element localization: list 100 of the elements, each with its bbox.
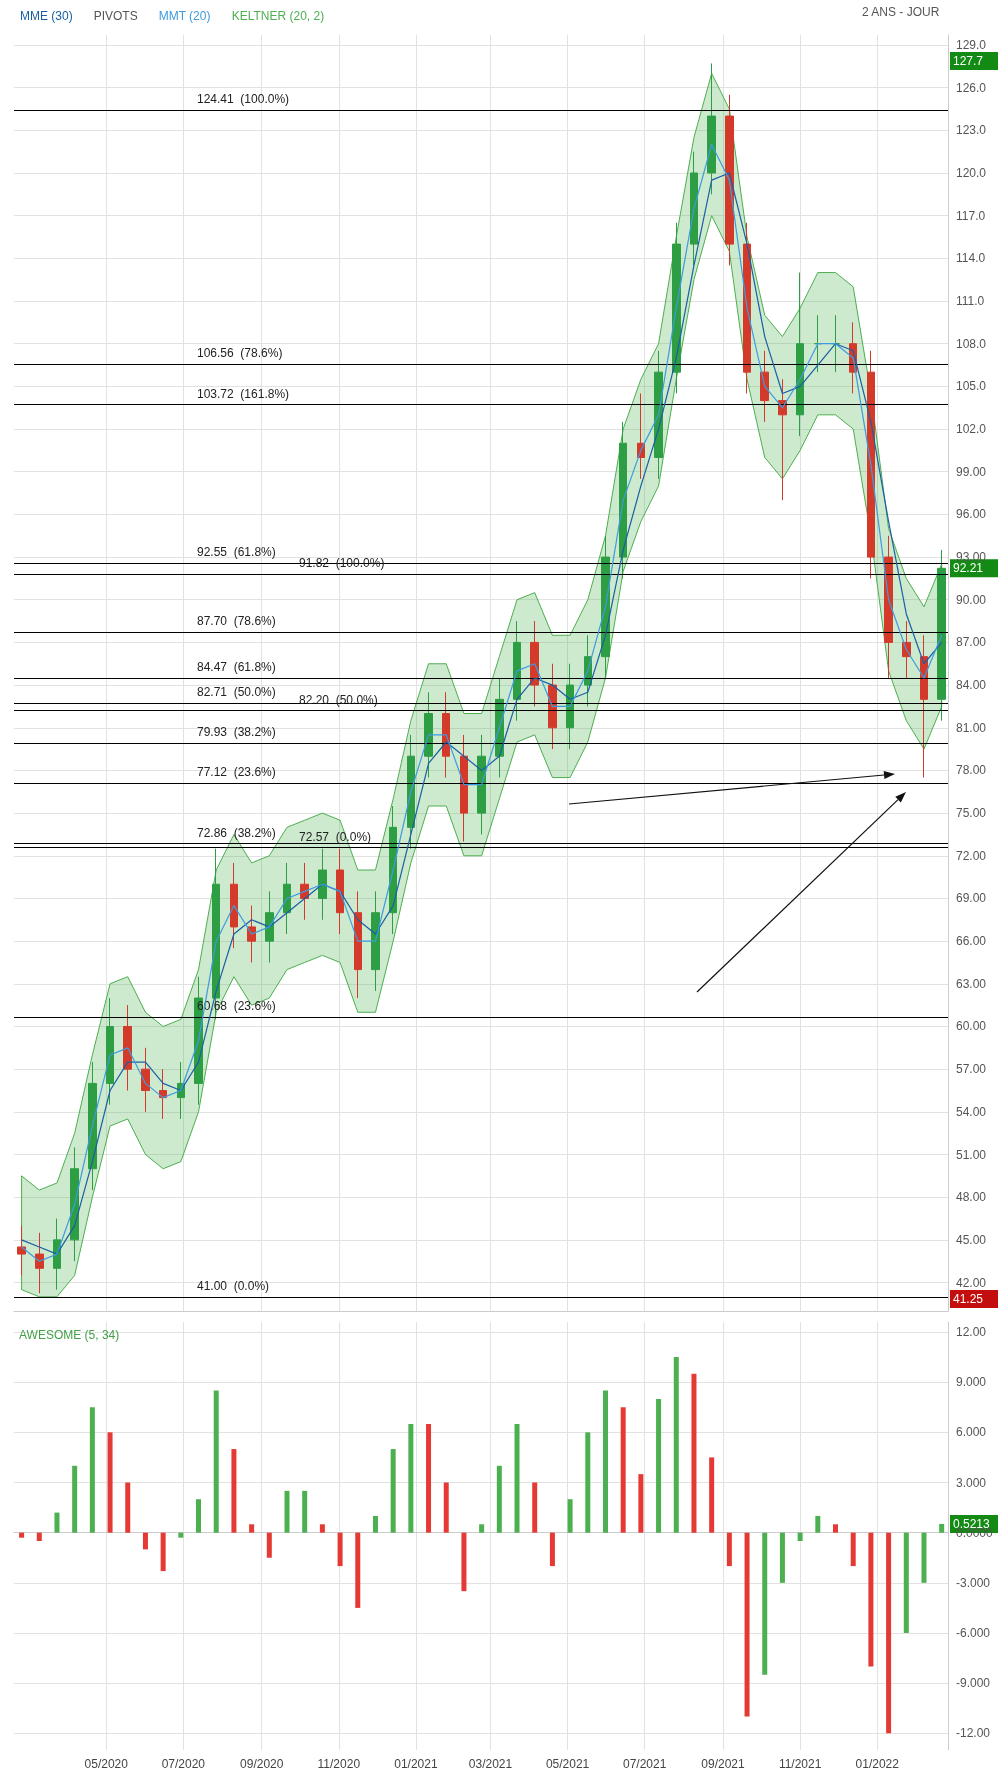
y-tick-label: 57.00	[956, 1062, 987, 1077]
x-tick-label: 09/2021	[701, 1757, 746, 1771]
y-tick-label: 120.0	[956, 165, 987, 180]
text: PIVOTS	[93, 9, 138, 23]
y-tick-label: 96.00	[956, 507, 987, 522]
bar	[72, 1465, 78, 1533]
candlestick	[141, 1047, 150, 1113]
bar	[514, 1423, 520, 1533]
x-tick-label: 11/2021	[778, 1757, 822, 1771]
bar	[779, 1532, 785, 1583]
text: AWESOME (5, 34)	[19, 1328, 120, 1342]
candlestick	[513, 620, 521, 722]
candlestick	[778, 378, 787, 501]
bar	[266, 1532, 272, 1558]
text: 2 ANS - JOUR	[861, 5, 940, 19]
bar	[284, 1490, 290, 1533]
x-tick-label: 05/2021	[545, 1757, 590, 1771]
candlestick	[336, 848, 344, 935]
bar	[585, 1432, 591, 1533]
candlestick	[17, 1225, 26, 1276]
candlestick	[159, 1068, 167, 1120]
candlestick	[796, 272, 804, 437]
annotation: 92.21	[953, 561, 984, 576]
y-tick-label: 102.0	[956, 422, 987, 437]
text: MME (30)	[20, 9, 73, 23]
bar	[461, 1532, 467, 1592]
ref-line-label: 41.00 (0.0%)	[197, 1278, 270, 1293]
y-tick-label: 66.00	[956, 934, 987, 949]
candlestick	[530, 620, 539, 707]
y-tick-label: 51.00	[956, 1147, 987, 1162]
bar	[231, 1449, 237, 1533]
y-tick-label: 84.00	[956, 678, 987, 693]
y-tick-label: 42.00	[956, 1275, 987, 1290]
x-tick-label: 07/2020	[161, 1757, 206, 1771]
y-tick-label: 72.00	[956, 848, 987, 863]
ref-line-label: 72.57 (0.0%)	[299, 829, 372, 844]
candlestick	[354, 890, 362, 999]
y-tick-label: 12.00	[956, 1325, 987, 1340]
y-tick-label: 48.00	[956, 1190, 987, 1205]
y-tick-label: 90.00	[956, 592, 987, 607]
x-tick-label: 09/2020	[240, 1757, 284, 1771]
candlestick	[265, 890, 274, 963]
bar	[797, 1532, 803, 1542]
x-tick-label: 03/2021	[468, 1757, 513, 1771]
y-tick-label: 3.000	[956, 1475, 987, 1490]
bar	[638, 1474, 644, 1533]
candlestick	[884, 535, 893, 679]
y-tick-label: 69.00	[956, 891, 987, 906]
candlestick	[460, 734, 468, 843]
ref-line-label: 79.93 (38.2%)	[197, 724, 276, 739]
bar	[709, 1457, 715, 1533]
y-tick-label: 75.00	[956, 806, 987, 821]
legend-label: KELTNER (20, 2)	[231, 9, 325, 23]
bar	[142, 1532, 148, 1550]
bar	[903, 1532, 909, 1633]
candlestick	[407, 734, 415, 850]
candlestick	[35, 1232, 44, 1294]
bar	[160, 1532, 166, 1572]
candlestick	[619, 421, 627, 579]
bar	[868, 1532, 874, 1667]
candlestick	[371, 890, 380, 992]
ref-line-label: 82.20 (50.0%)	[299, 692, 378, 707]
candlestick	[867, 350, 875, 579]
bar	[673, 1357, 679, 1533]
candlestick	[690, 151, 698, 266]
bar	[36, 1532, 42, 1542]
candlestick	[707, 62, 716, 195]
bar	[744, 1532, 750, 1717]
bar	[337, 1532, 343, 1567]
text: 127.7	[953, 54, 984, 68]
y-tick-label: 123.0	[956, 123, 987, 138]
ref-line-label: 103.72 (161.8%)	[197, 386, 290, 401]
bar	[319, 1524, 325, 1533]
y-tick-label: -3.000	[956, 1575, 991, 1590]
x-tick-label: 11/2020	[317, 1757, 361, 1771]
ref-line-label: 72.86 (38.2%)	[197, 825, 276, 840]
x-tick-label: 07/2021	[622, 1757, 667, 1771]
ref-line-label: 87.70 (78.6%)	[197, 614, 276, 629]
text: 41.25	[953, 1292, 984, 1306]
bar	[939, 1523, 945, 1533]
y-tick-label: -6.000	[956, 1625, 991, 1640]
candlestick	[247, 905, 256, 963]
ref-line-label: 82.71 (50.0%)	[197, 685, 276, 700]
y-tick-label: 99.00	[956, 464, 987, 479]
bar	[532, 1482, 538, 1533]
bar	[479, 1524, 485, 1533]
ref-line-label: 106.56 (78.6%)	[197, 346, 283, 361]
y-tick-label: 108.0	[956, 336, 987, 351]
ref-line-label: 92.55 (61.8%)	[197, 545, 276, 560]
ref-line-label: 124.41 (100.0%)	[197, 92, 290, 107]
candlestick	[283, 862, 291, 935]
bar	[762, 1532, 768, 1675]
bar	[815, 1515, 821, 1533]
bar	[302, 1490, 308, 1533]
y-tick-label: 45.00	[956, 1232, 987, 1247]
bar	[355, 1532, 361, 1608]
bar	[886, 1532, 892, 1734]
candlestick	[937, 549, 946, 722]
candlestick	[230, 862, 238, 949]
bar	[850, 1532, 856, 1567]
